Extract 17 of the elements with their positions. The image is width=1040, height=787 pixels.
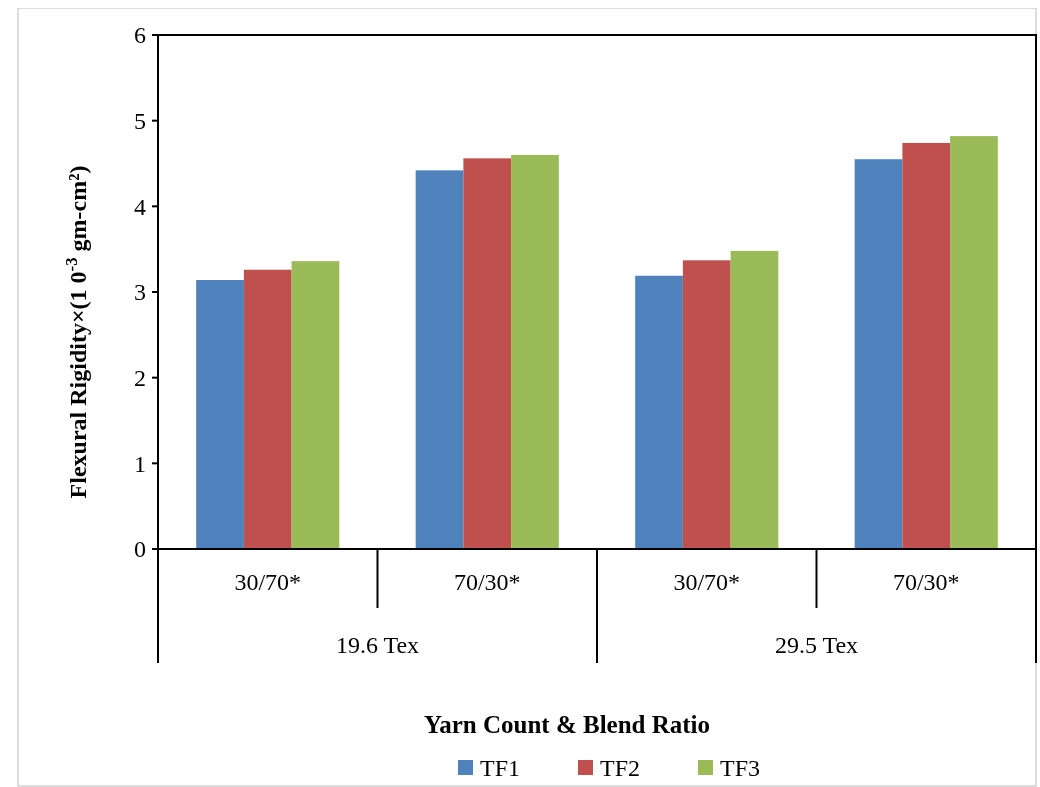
y-tick-label: 6 xyxy=(134,22,146,49)
x-axis-title: Yarn Count & Blend Ratio xyxy=(423,711,711,738)
x-tick-label: 30/70* xyxy=(234,569,302,595)
y-tick-label: 1 xyxy=(134,450,146,477)
y-tick-label: 4 xyxy=(134,193,146,220)
legend-label: TF2 xyxy=(600,755,641,781)
x-tick-label: 30/70* xyxy=(673,569,741,595)
text: 19.6 Tex xyxy=(335,632,420,658)
y-tick-label: 2 xyxy=(134,365,146,392)
x-tick-label: 70/30* xyxy=(453,569,521,595)
legend-label: TF3 xyxy=(720,755,761,781)
legend-label: TF1 xyxy=(480,755,521,781)
y-tick-label: 3 xyxy=(134,279,146,306)
text: 29.5 Tex xyxy=(774,632,859,658)
y-tick-label: 5 xyxy=(134,108,146,135)
y-tick-label: 0 xyxy=(134,536,146,563)
x-tick-label: 70/30* xyxy=(892,569,960,595)
